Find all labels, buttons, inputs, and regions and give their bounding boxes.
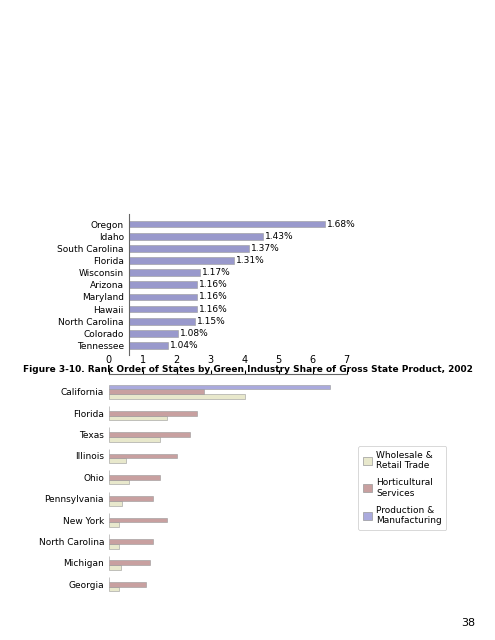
X-axis label: Billion Dollars (2004): Billion Dollars (2004) [176,343,279,353]
Bar [0,257,234,264]
Text: 1.04%: 1.04% [170,341,198,350]
Bar [0,330,178,337]
Bar [0,342,168,349]
Bar [109,501,122,506]
Bar [109,475,160,479]
Text: 1.16%: 1.16% [199,305,228,314]
Text: 1.08%: 1.08% [180,329,208,338]
Bar [109,587,119,591]
Bar [109,389,204,394]
Bar [0,269,200,276]
Bar [109,432,191,437]
Bar [0,282,198,288]
Bar [0,294,198,300]
Text: 1.15%: 1.15% [197,317,226,326]
Bar [109,479,129,484]
Text: 1.31%: 1.31% [236,256,265,265]
Bar [109,385,330,389]
Bar [109,582,146,587]
Bar [109,411,197,415]
Bar [109,518,167,522]
Bar [109,565,121,570]
Bar [0,221,325,227]
Bar [109,497,153,501]
Text: 1.68%: 1.68% [327,220,355,228]
Text: Figure 3-10. Rank Order of States by Green Industry Share of Gross State Product: Figure 3-10. Rank Order of States by Gre… [23,365,472,374]
Bar [0,233,263,239]
Bar [109,522,119,527]
Bar [109,437,160,442]
Text: 1.16%: 1.16% [199,280,228,289]
Bar [109,561,149,565]
Bar [109,394,245,399]
Text: 38: 38 [461,618,475,628]
Bar [0,306,198,312]
Bar [109,454,177,458]
Bar [109,458,126,463]
Text: 1.16%: 1.16% [199,292,228,301]
Bar [0,318,195,324]
Bar [109,415,167,420]
Text: 1.17%: 1.17% [201,268,231,277]
Bar [109,544,119,548]
Bar [0,245,248,252]
Text: 1.43%: 1.43% [265,232,294,241]
Text: 1.37%: 1.37% [250,244,280,253]
Bar [109,539,153,544]
Legend: Wholesale &
Retail Trade, Horticultural
Services, Production &
Manufacturing: Wholesale & Retail Trade, Horticultural … [358,446,446,530]
